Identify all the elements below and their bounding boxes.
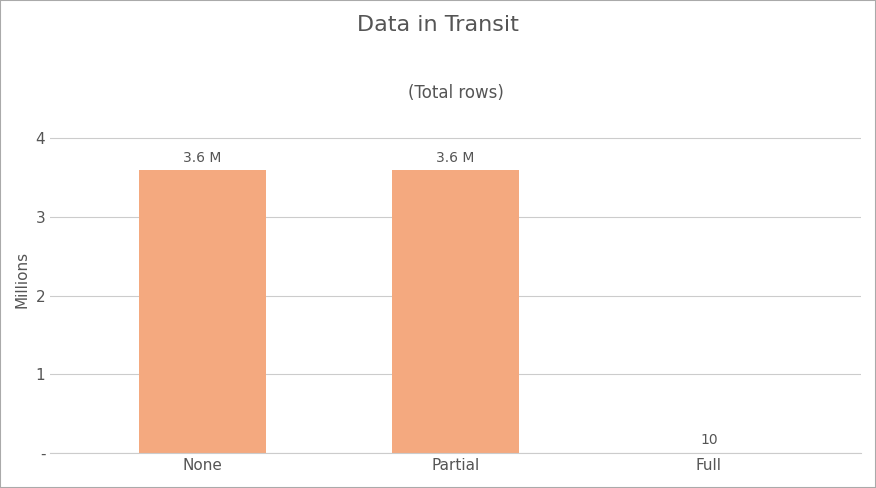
Text: Data in Transit: Data in Transit xyxy=(357,15,519,35)
Title: (Total rows): (Total rows) xyxy=(407,84,504,102)
Text: 3.6 M: 3.6 M xyxy=(436,151,475,165)
Text: 3.6 M: 3.6 M xyxy=(183,151,222,165)
Bar xyxy=(139,169,265,453)
Text: 10: 10 xyxy=(700,433,717,447)
Y-axis label: Millions: Millions xyxy=(15,251,30,308)
Bar xyxy=(392,169,519,453)
